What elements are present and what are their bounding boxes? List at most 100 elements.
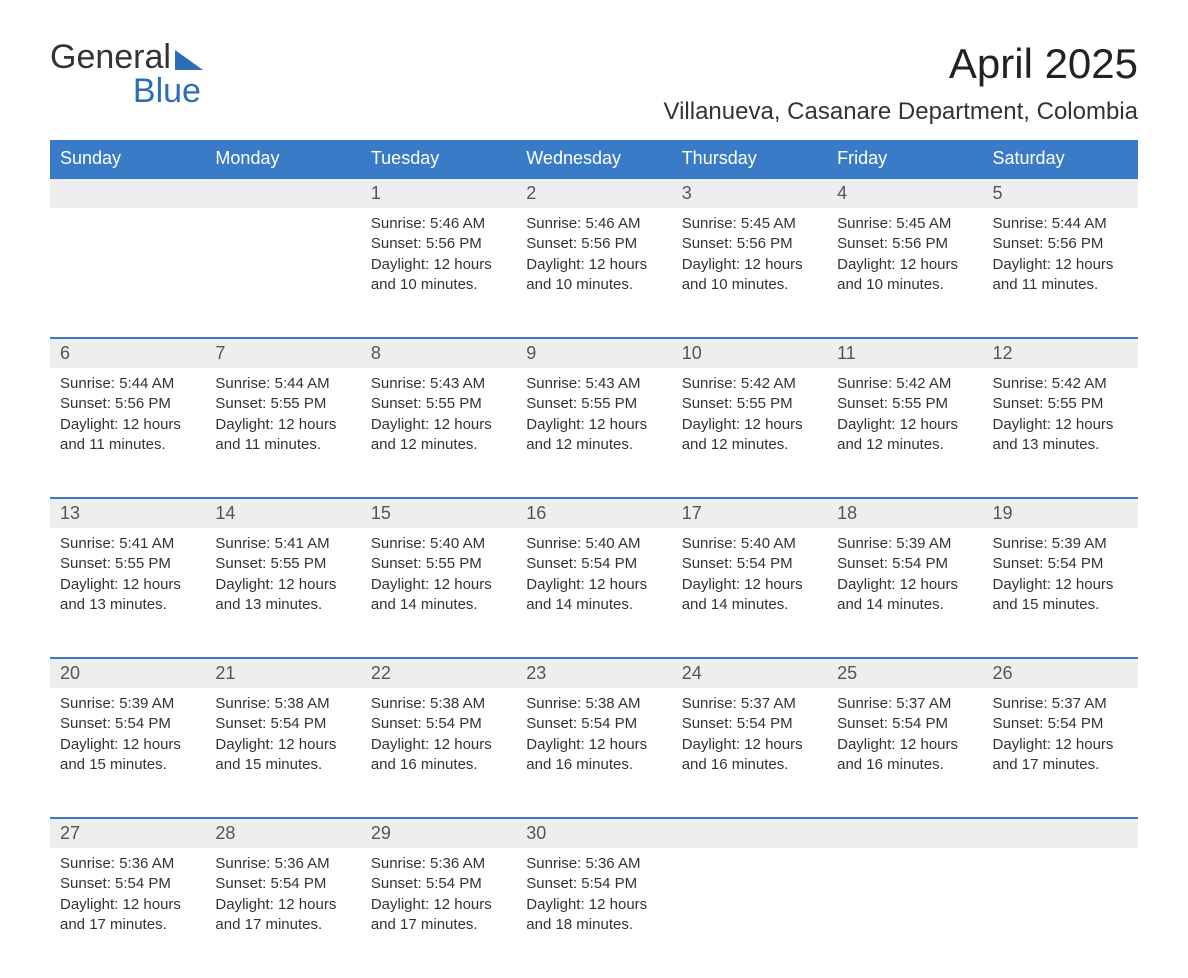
day-number: 29: [361, 819, 516, 848]
daynum-cell: 13: [50, 498, 205, 528]
day-sunrise: Sunrise: 5:40 AM: [682, 534, 817, 554]
day-number: 24: [672, 659, 827, 688]
daycontent-cell: Sunrise: 5:42 AMSunset: 5:55 PMDaylight:…: [983, 368, 1138, 498]
day-sunrise: Sunrise: 5:45 AM: [682, 214, 817, 234]
daycontent-row: Sunrise: 5:36 AMSunset: 5:54 PMDaylight:…: [50, 848, 1138, 978]
day-content: Sunrise: 5:46 AMSunset: 5:56 PMDaylight:…: [361, 208, 516, 307]
daycontent-cell: Sunrise: 5:42 AMSunset: 5:55 PMDaylight:…: [672, 368, 827, 498]
day-content: Sunrise: 5:39 AMSunset: 5:54 PMDaylight:…: [983, 528, 1138, 627]
day-number: 13: [50, 499, 205, 528]
day-content: Sunrise: 5:43 AMSunset: 5:55 PMDaylight:…: [361, 368, 516, 467]
day-content: Sunrise: 5:45 AMSunset: 5:56 PMDaylight:…: [672, 208, 827, 307]
day-sunrise: Sunrise: 5:42 AM: [993, 374, 1128, 394]
day-sunset: Sunset: 5:55 PM: [526, 394, 661, 414]
day-sunrise: Sunrise: 5:44 AM: [993, 214, 1128, 234]
daynum-cell: 25: [827, 658, 982, 688]
daycontent-cell: Sunrise: 5:37 AMSunset: 5:54 PMDaylight:…: [827, 688, 982, 818]
day-number: 1: [361, 179, 516, 208]
day-sunset: Sunset: 5:54 PM: [682, 554, 817, 574]
day-sunset: Sunset: 5:54 PM: [837, 554, 972, 574]
day-number: 16: [516, 499, 671, 528]
day-sunrise: Sunrise: 5:41 AM: [60, 534, 195, 554]
title-block: April 2025 Villanueva, Casanare Departme…: [664, 40, 1138, 126]
day-number: 18: [827, 499, 982, 528]
day-daylight2: and 11 minutes.: [215, 435, 350, 455]
day-daylight2: and 13 minutes.: [215, 595, 350, 615]
day-number: 8: [361, 339, 516, 368]
day-content: Sunrise: 5:42 AMSunset: 5:55 PMDaylight:…: [672, 368, 827, 467]
daycontent-cell: Sunrise: 5:37 AMSunset: 5:54 PMDaylight:…: [672, 688, 827, 818]
calendar-table: SundayMondayTuesdayWednesdayThursdayFrid…: [50, 140, 1138, 978]
day-daylight1: Daylight: 12 hours: [215, 415, 350, 435]
day-number: 27: [50, 819, 205, 848]
day-daylight1: Daylight: 12 hours: [837, 255, 972, 275]
day-daylight2: and 14 minutes.: [526, 595, 661, 615]
daynum-cell: 2: [516, 178, 671, 208]
daynum-row: 6789101112: [50, 338, 1138, 368]
daycontent-cell: Sunrise: 5:36 AMSunset: 5:54 PMDaylight:…: [516, 848, 671, 978]
day-sunrise: Sunrise: 5:37 AM: [837, 694, 972, 714]
day-daylight1: Daylight: 12 hours: [682, 415, 817, 435]
day-daylight1: Daylight: 12 hours: [60, 575, 195, 595]
day-content: Sunrise: 5:40 AMSunset: 5:54 PMDaylight:…: [516, 528, 671, 627]
daycontent-cell: Sunrise: 5:36 AMSunset: 5:54 PMDaylight:…: [205, 848, 360, 978]
day-number: 30: [516, 819, 671, 848]
day-sunrise: Sunrise: 5:36 AM: [526, 854, 661, 874]
daycontent-cell: Sunrise: 5:46 AMSunset: 5:56 PMDaylight:…: [516, 208, 671, 338]
day-daylight1: Daylight: 12 hours: [993, 735, 1128, 755]
day-sunrise: Sunrise: 5:46 AM: [371, 214, 506, 234]
daycontent-cell: Sunrise: 5:36 AMSunset: 5:54 PMDaylight:…: [361, 848, 516, 978]
day-daylight1: Daylight: 12 hours: [526, 575, 661, 595]
day-number: 12: [983, 339, 1138, 368]
day-sunrise: Sunrise: 5:36 AM: [371, 854, 506, 874]
day-content: Sunrise: 5:37 AMSunset: 5:54 PMDaylight:…: [672, 688, 827, 787]
empty-cell: [205, 208, 360, 338]
day-content: Sunrise: 5:46 AMSunset: 5:56 PMDaylight:…: [516, 208, 671, 307]
daycontent-cell: Sunrise: 5:45 AMSunset: 5:56 PMDaylight:…: [827, 208, 982, 338]
day-daylight1: Daylight: 12 hours: [682, 575, 817, 595]
day-sunset: Sunset: 5:55 PM: [215, 554, 350, 574]
daycontent-cell: Sunrise: 5:46 AMSunset: 5:56 PMDaylight:…: [361, 208, 516, 338]
daynum-cell: 18: [827, 498, 982, 528]
daycontent-cell: Sunrise: 5:40 AMSunset: 5:54 PMDaylight:…: [672, 528, 827, 658]
daynum-cell: 7: [205, 338, 360, 368]
header: General Blue April 2025 Villanueva, Casa…: [50, 40, 1138, 126]
day-daylight1: Daylight: 12 hours: [682, 735, 817, 755]
daynum-cell: 9: [516, 338, 671, 368]
day-daylight2: and 12 minutes.: [371, 435, 506, 455]
day-sunrise: Sunrise: 5:38 AM: [371, 694, 506, 714]
day-number: 2: [516, 179, 671, 208]
day-number: 14: [205, 499, 360, 528]
weekday-header: Monday: [205, 140, 360, 178]
empty-cell: [50, 208, 205, 338]
daycontent-cell: Sunrise: 5:38 AMSunset: 5:54 PMDaylight:…: [516, 688, 671, 818]
day-sunrise: Sunrise: 5:38 AM: [526, 694, 661, 714]
day-sunset: Sunset: 5:55 PM: [682, 394, 817, 414]
daycontent-cell: Sunrise: 5:39 AMSunset: 5:54 PMDaylight:…: [983, 528, 1138, 658]
daycontent-cell: Sunrise: 5:45 AMSunset: 5:56 PMDaylight:…: [672, 208, 827, 338]
daycontent-cell: Sunrise: 5:38 AMSunset: 5:54 PMDaylight:…: [361, 688, 516, 818]
day-daylight1: Daylight: 12 hours: [993, 415, 1128, 435]
day-sunrise: Sunrise: 5:37 AM: [993, 694, 1128, 714]
daynum-row: 13141516171819: [50, 498, 1138, 528]
day-sunset: Sunset: 5:56 PM: [60, 394, 195, 414]
empty-cell: [983, 818, 1138, 848]
empty-cell: [983, 848, 1138, 978]
day-sunrise: Sunrise: 5:36 AM: [215, 854, 350, 874]
day-sunset: Sunset: 5:54 PM: [60, 874, 195, 894]
day-sunset: Sunset: 5:55 PM: [371, 394, 506, 414]
day-daylight2: and 12 minutes.: [526, 435, 661, 455]
daycontent-cell: Sunrise: 5:39 AMSunset: 5:54 PMDaylight:…: [827, 528, 982, 658]
day-daylight1: Daylight: 12 hours: [682, 255, 817, 275]
day-daylight1: Daylight: 12 hours: [371, 255, 506, 275]
day-daylight2: and 16 minutes.: [526, 755, 661, 775]
day-daylight2: and 10 minutes.: [682, 275, 817, 295]
location: Villanueva, Casanare Department, Colombi…: [664, 98, 1138, 126]
day-daylight1: Daylight: 12 hours: [837, 575, 972, 595]
day-sunrise: Sunrise: 5:39 AM: [993, 534, 1128, 554]
calendar-body: 12345Sunrise: 5:46 AMSunset: 5:56 PMDayl…: [50, 178, 1138, 978]
day-sunset: Sunset: 5:56 PM: [837, 234, 972, 254]
day-sunset: Sunset: 5:56 PM: [682, 234, 817, 254]
daynum-cell: 3: [672, 178, 827, 208]
day-sunset: Sunset: 5:55 PM: [993, 394, 1128, 414]
